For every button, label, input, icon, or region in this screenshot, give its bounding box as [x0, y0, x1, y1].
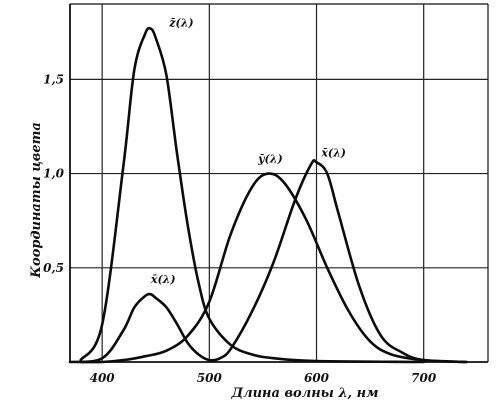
curve-label: x̄(λ): [320, 147, 346, 160]
y-axis-label: Координаты цвета: [29, 122, 44, 279]
x-tick-label: 400: [90, 371, 116, 385]
series-lines: [68, 26, 468, 364]
y-tick-label: 1,5: [43, 72, 64, 86]
x-tick-labels: 400 500 600 700: [90, 371, 437, 385]
series-line-0: [79, 26, 425, 364]
y-tick-labels: 0,5 1,0 1,5: [43, 72, 65, 274]
y-tick-label: 1,0: [43, 167, 65, 181]
curve-label: x̄(λ): [150, 273, 176, 286]
curve-label: ȳ(λ): [257, 152, 283, 165]
grid: [70, 4, 488, 362]
x-tick-label: 500: [197, 371, 223, 385]
y-tick-label: 0,5: [43, 261, 64, 275]
x-axis-label: Длина волны λ, нм: [231, 386, 379, 401]
x-tick-label: 700: [411, 371, 437, 385]
x-tick-label: 600: [304, 371, 330, 385]
curve-labels: z̄(λ) ȳ(λ) x̄(λ) x̄(λ): [150, 17, 346, 286]
series-line-1: [79, 172, 468, 364]
curve-label: z̄(λ): [168, 17, 193, 30]
series-line-2: [68, 158, 468, 364]
